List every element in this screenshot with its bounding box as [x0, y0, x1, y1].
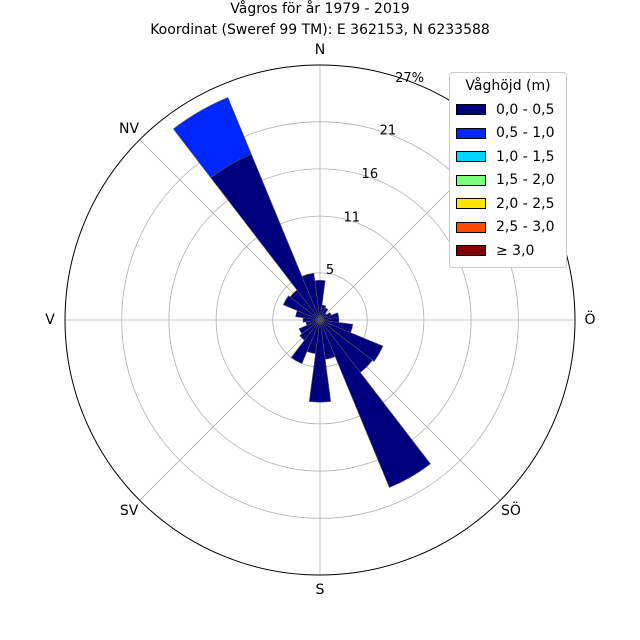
chart-title-line2: Koordinat (Sweref 99 TM): E 362153, N 62…: [150, 22, 490, 38]
legend-label: 2,5 - 3,0: [496, 219, 555, 236]
bar-345-bin-0: [301, 272, 321, 321]
radial-tick-2: 16: [362, 167, 379, 182]
legend-item-4: 2,0 - 2,5: [450, 192, 566, 216]
bar-240-bin-0: [298, 319, 321, 335]
legend-swatch: [456, 151, 486, 163]
legend-item-3: 1,5 - 2,0: [450, 169, 566, 193]
legend-title: Våghöjd (m): [465, 78, 551, 94]
legend-swatch: [456, 104, 486, 116]
chart-title-line1: Vågros för år 1979 - 2019: [230, 0, 409, 17]
bar-120-bin-0: [319, 319, 384, 362]
grid-spoke-5: [139, 319, 321, 501]
direction-label-0: N: [315, 42, 325, 58]
legend-label: 1,0 - 1,5: [496, 148, 555, 165]
bar-225-bin-0: [299, 319, 321, 341]
direction-label-2: Ö: [584, 310, 595, 328]
legend-item-0: 0,0 - 0,5: [450, 98, 566, 122]
outer-ring: [64, 64, 576, 576]
direction-label-3: SÖ: [501, 501, 521, 519]
direction-label-6: V: [45, 312, 55, 328]
legend-label: 0,0 - 0,5: [496, 101, 555, 118]
legend-label: 2,0 - 2,5: [496, 195, 555, 212]
radial-tick-0: 5: [326, 263, 334, 278]
legend-item-2: 1,0 - 1,5: [450, 145, 566, 169]
radial-tick-3: 21: [380, 123, 397, 138]
legend-item-5: 2,5 - 3,0: [450, 216, 566, 240]
bar-300-bin-0: [282, 295, 321, 321]
legend-swatch: [456, 245, 486, 257]
legend-label: 0,5 - 1,0: [496, 125, 555, 142]
rose-bars: [172, 97, 431, 488]
grid-spoke-7: [139, 139, 321, 321]
bar-210-bin-0: [290, 319, 321, 365]
legend-item-1: 0,5 - 1,0: [450, 122, 566, 146]
direction-label-7: NV: [119, 121, 139, 137]
legend-swatch: [456, 221, 486, 233]
legend: Våghöjd (m) 0,0 - 0,5 0,5 - 1,0 1,0 - 1,5 1…: [449, 72, 567, 268]
radial-tick-labels: 5 11 16 21 27%: [326, 71, 424, 278]
legend-swatch: [456, 127, 486, 139]
legend-label: ≥ 3,0: [496, 242, 535, 259]
legend-item-6: ≥ 3,0: [450, 239, 566, 263]
radial-tick-1: 11: [343, 211, 360, 226]
legend-swatch: [456, 174, 486, 186]
bar-150-bin-0: [319, 319, 431, 488]
radial-tick-4: 27%: [395, 71, 424, 86]
direction-label-4: S: [316, 582, 325, 598]
legend-swatch: [456, 198, 486, 210]
bar-180-bin-0: [308, 319, 332, 403]
direction-label-5: SV: [120, 503, 139, 519]
legend-label: 1,5 - 2,0: [496, 172, 555, 189]
bar-330-bin-1: [172, 97, 252, 179]
